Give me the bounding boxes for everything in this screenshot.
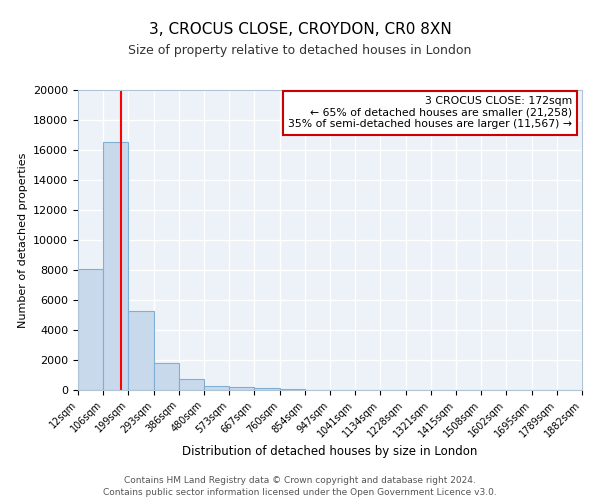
Text: Contains HM Land Registry data © Crown copyright and database right 2024.: Contains HM Land Registry data © Crown c…	[124, 476, 476, 485]
Y-axis label: Number of detached properties: Number of detached properties	[17, 152, 28, 328]
Text: Contains public sector information licensed under the Open Government Licence v3: Contains public sector information licen…	[103, 488, 497, 497]
Bar	[154, 363, 179, 390]
Bar	[254, 388, 280, 390]
Bar	[179, 379, 204, 390]
Bar	[204, 386, 229, 390]
Bar	[103, 142, 128, 390]
Text: Size of property relative to detached houses in London: Size of property relative to detached ho…	[128, 44, 472, 57]
Bar	[229, 387, 254, 390]
X-axis label: Distribution of detached houses by size in London: Distribution of detached houses by size …	[182, 444, 478, 458]
Bar	[128, 310, 154, 390]
Bar	[280, 388, 305, 390]
Text: 3, CROCUS CLOSE, CROYDON, CR0 8XN: 3, CROCUS CLOSE, CROYDON, CR0 8XN	[149, 22, 451, 38]
Text: 3 CROCUS CLOSE: 172sqm
← 65% of detached houses are smaller (21,258)
35% of semi: 3 CROCUS CLOSE: 172sqm ← 65% of detached…	[288, 96, 572, 129]
Bar	[78, 268, 103, 390]
